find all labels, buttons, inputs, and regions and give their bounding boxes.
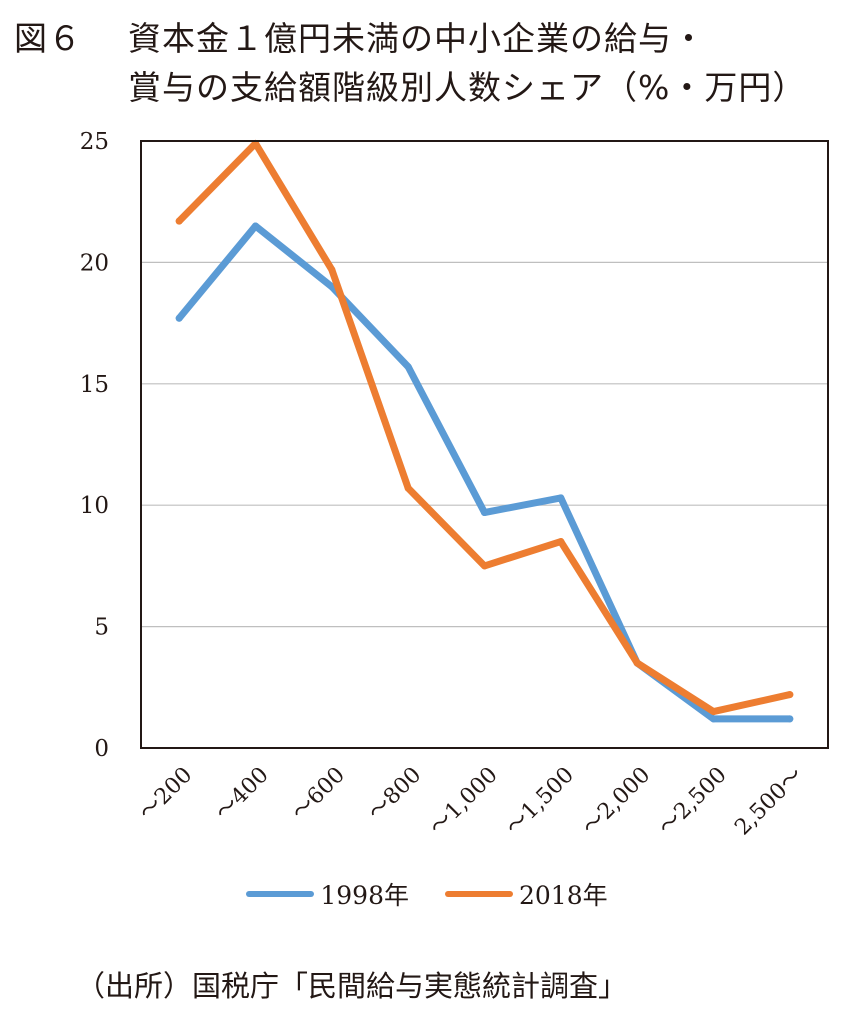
data-point-1998-4 — [481, 508, 488, 516]
x-tick-label: 2,500～ — [730, 763, 808, 841]
data-point-2018-2 — [328, 266, 336, 274]
series-line-1998 — [175, 222, 794, 723]
x-tick-label: ～600 — [287, 763, 350, 826]
legend-item-1998: 1998年 — [246, 876, 409, 912]
legend-label-1998: 1998年 — [320, 881, 409, 910]
data-point-1998-1 — [252, 222, 259, 230]
y-tick-label: 15 — [80, 372, 109, 398]
legend-swatch-1998 — [246, 891, 315, 897]
data-point-1998-5 — [557, 494, 565, 502]
x-tick-label: ～2,000 — [578, 763, 656, 841]
source-note: （出所）国税庁「民間給与実態統計調査」 — [76, 969, 628, 1003]
x-tick-label: ～200 — [134, 763, 197, 826]
legend: 1998年 2018年 — [0, 876, 854, 912]
y-tick-label: 10 — [80, 493, 109, 519]
y-tick-label: 5 — [94, 615, 109, 641]
data-point-2018-7 — [710, 708, 717, 716]
data-point-1998-8 — [786, 715, 794, 723]
x-tick-label: ～2,500 — [654, 763, 732, 841]
y-tick-label: 20 — [80, 250, 109, 276]
data-point-1998-7 — [710, 715, 717, 723]
data-point-2018-6 — [633, 659, 641, 667]
y-tick-label: 25 — [80, 129, 109, 155]
legend-swatch-2018 — [445, 891, 513, 897]
figure-label: 図６ — [14, 19, 82, 58]
title-line-2: 賞与の支給額階級別人数シェア（%・万円） — [128, 68, 807, 107]
data-point-1998-3 — [404, 363, 412, 371]
x-tick-label: ～1,000 — [425, 763, 503, 841]
x-tick-label: ～1,500 — [501, 763, 579, 841]
plot-area-frame — [140, 140, 829, 749]
y-tick-label: 0 — [94, 736, 109, 762]
data-point-1998-0 — [175, 314, 183, 322]
data-point-2018-8 — [786, 691, 794, 699]
x-tick-label: ～400 — [211, 763, 274, 826]
data-point-2018-5 — [557, 538, 565, 546]
x-tick-label: ～800 — [363, 763, 426, 826]
title-line-1: 資本金１億円未満の中小企業の給与・ — [128, 19, 706, 58]
data-point-2018-0 — [175, 217, 183, 225]
legend-item-2018: 2018年 — [445, 876, 608, 912]
legend-label-2018: 2018年 — [519, 881, 608, 910]
data-point-2018-4 — [481, 562, 488, 570]
data-point-2018-3 — [404, 484, 412, 492]
chart-title: 図６ 資本金１億円未満の中小企業の給与・ 賞与の支給額階級別人数シェア（%・万円） — [14, 14, 844, 112]
